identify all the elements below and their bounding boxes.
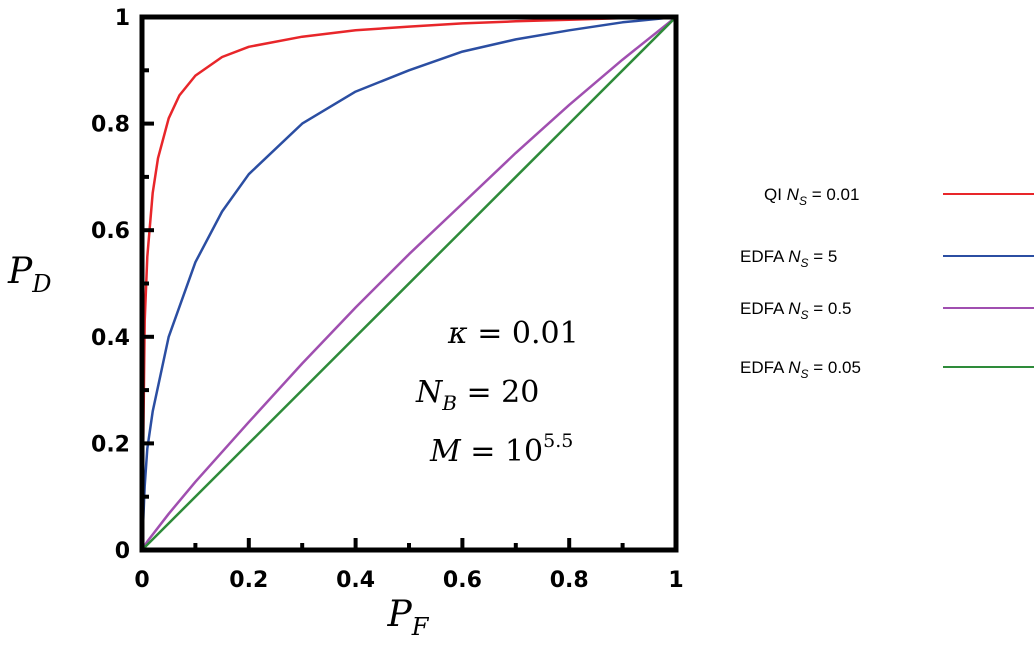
series-line-0 [140,15,677,551]
x-tick-label: 0.2 [229,568,268,593]
y-tick-label: 1 [115,6,130,31]
annotation-m: M = 105.5 [429,430,573,469]
legend-label: EDFA NS = 0.5 [740,299,852,322]
legend-entry-edfa-0-5: EDFA NS = 0.5 [740,299,1034,322]
series-line-3 [141,16,677,551]
y-tick-label: 0 [115,539,130,564]
series-line-1 [140,15,677,551]
plot-curves [140,15,677,551]
x-tick-label: 0.4 [336,568,375,593]
x-tick-label: 0.8 [550,568,589,593]
legend-label: QI NS = 0.01 [764,185,859,208]
y-tick-label: 0.6 [91,219,130,244]
x-tick-labels: 0 0.2 0.4 0.6 0.8 1 [134,568,683,593]
annotation-nb: NB = 20 [415,375,539,415]
annotation-kappa: κ = 0.01 [447,316,579,351]
x-tick-label: 1 [668,568,683,593]
x-tick-label: 0.6 [443,568,482,593]
y-axis-label: PD [7,251,51,298]
legend-entry-qi-0-01: QI NS = 0.01 [764,185,1034,208]
legend-entry-edfa-0-05: EDFA NS = 0.05 [740,358,1034,381]
y-tick-labels: 0 0.2 0.4 0.6 0.8 1 [91,6,130,564]
x-axis-label: PF [387,594,430,641]
y-tick-label: 0.2 [91,432,130,457]
series-line-2 [140,16,677,551]
legend-label: EDFA NS = 0.05 [740,358,861,381]
y-tick-label: 0.8 [91,113,130,138]
legend-label: EDFA NS = 5 [740,247,837,270]
y-tick-label: 0.4 [91,326,130,351]
parameter-annotations: κ = 0.01 NB = 20 M = 105.5 [415,316,579,469]
axis-ticks [140,15,678,552]
legend-entry-edfa-5: EDFA NS = 5 [740,247,1034,270]
x-tick-label: 0 [134,568,149,593]
legend: QI NS = 0.01 EDFA NS = 5 EDFA NS = 0.5 E… [740,185,1034,381]
